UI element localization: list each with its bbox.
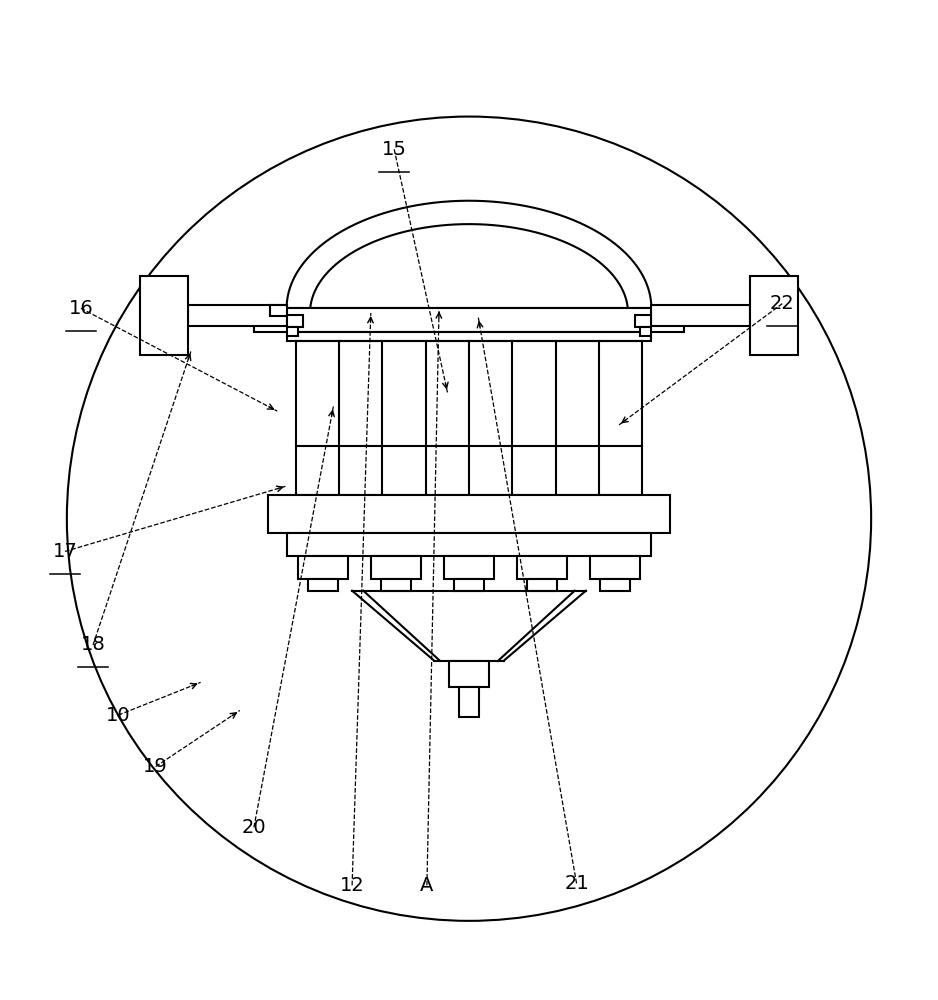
Bar [640,327,651,336]
Bar [298,556,348,579]
Bar [309,579,338,591]
Bar [381,579,411,591]
Bar [749,276,798,355]
Bar [270,305,287,316]
Bar [600,579,629,591]
Text: 17: 17 [53,542,77,561]
Bar [449,661,489,687]
Bar [189,305,287,326]
Bar [287,327,298,336]
Text: 16: 16 [68,299,93,318]
Bar [268,495,670,533]
Text: 21: 21 [564,874,589,893]
Bar [371,556,421,579]
Bar [287,332,651,341]
Text: 12: 12 [340,876,365,895]
Bar [651,305,749,326]
Bar [590,556,640,579]
Bar [445,556,493,579]
Bar [254,308,684,332]
Bar [634,315,651,327]
Bar [517,556,567,579]
Text: 22: 22 [770,294,794,313]
Bar [454,579,484,591]
Text: 18: 18 [81,635,105,654]
Text: 10: 10 [106,706,130,725]
Text: 15: 15 [382,140,406,159]
Bar [527,579,557,591]
Bar [140,276,189,355]
Text: 19: 19 [144,757,168,776]
Text: 20: 20 [242,818,266,837]
Text: A: A [420,876,433,895]
Bar [287,533,651,556]
Bar [459,687,479,717]
Bar [287,315,304,327]
